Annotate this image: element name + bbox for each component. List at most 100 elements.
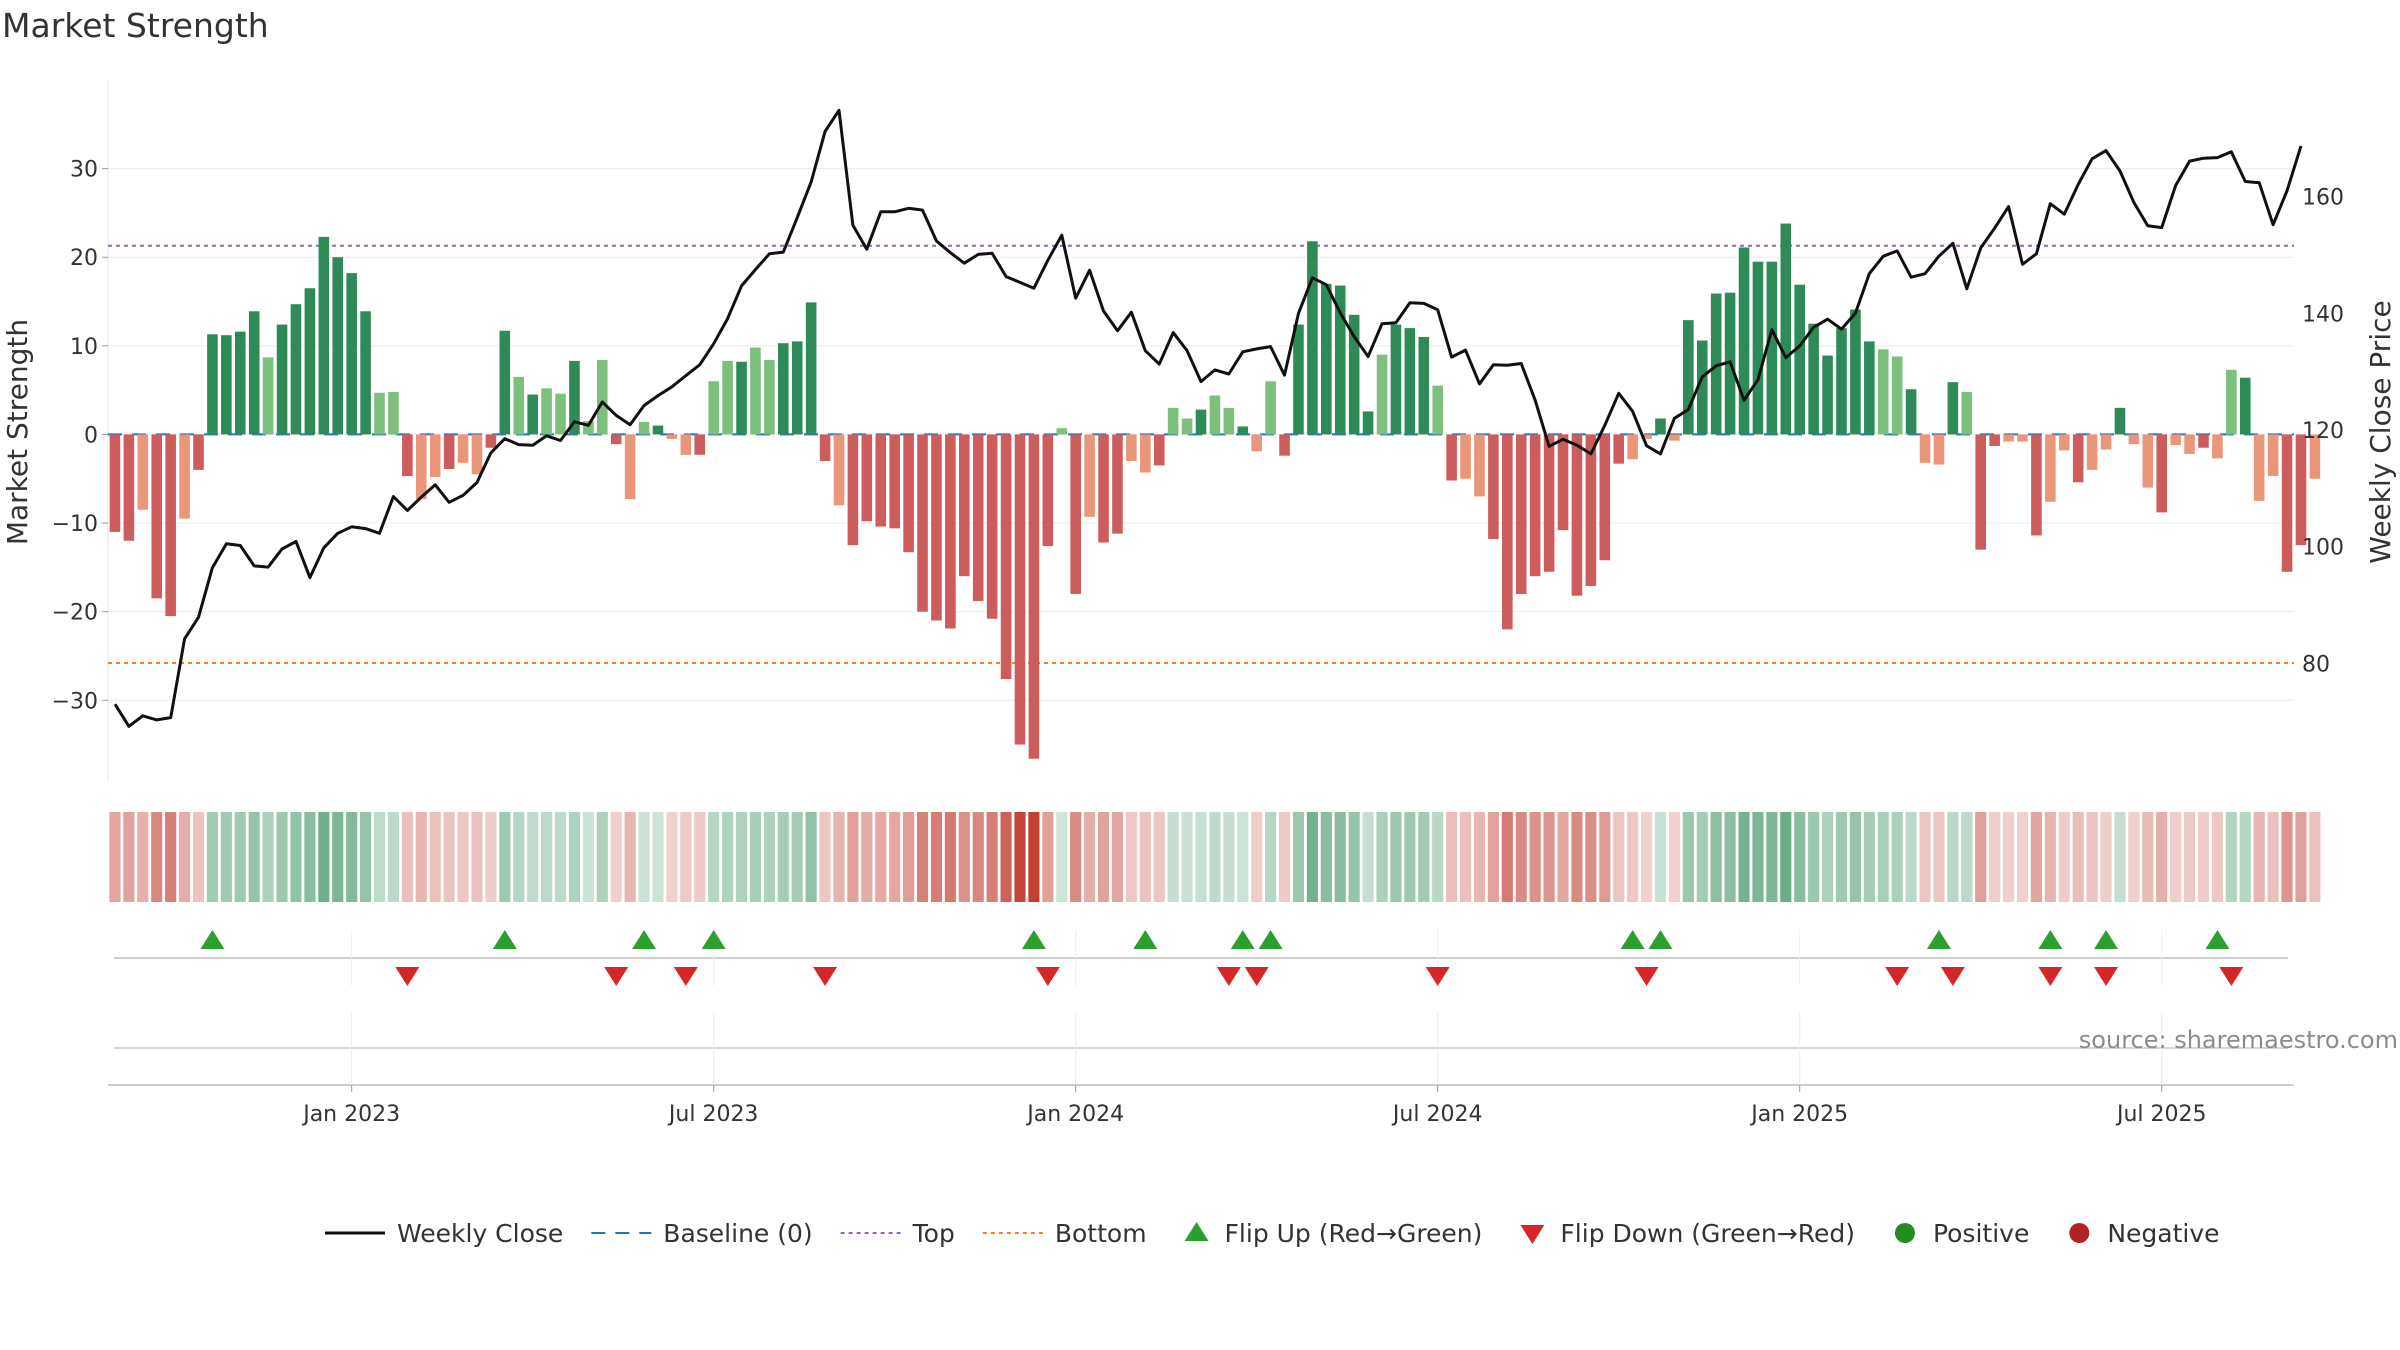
positive-bar	[1223, 407, 1235, 435]
negative-bar	[1070, 434, 1081, 594]
heat-cell-negative	[165, 812, 177, 902]
positive-bar	[1167, 407, 1179, 435]
source-label: source: sharemaestro.com	[2079, 1026, 2398, 1054]
heat-cell-positive	[318, 812, 330, 902]
heat-cell-negative	[1473, 812, 1486, 902]
heat-cell-positive	[1738, 812, 1750, 902]
flip-up-marker	[200, 930, 225, 949]
heat-cell-negative	[1139, 812, 1151, 902]
positive-bar	[1780, 223, 1792, 435]
negative-bar	[2184, 434, 2195, 454]
heat-cell-positive	[1808, 812, 1820, 902]
x-tick-label: Jan 2025	[1749, 1102, 1848, 1127]
positive-bar	[1348, 314, 1360, 435]
flip-up-marker	[1926, 930, 1951, 949]
positive-bar	[1864, 341, 1875, 435]
legend-label: Positive	[1933, 1219, 2029, 1248]
heat-cell-negative	[2281, 812, 2293, 902]
negative-bar	[1446, 434, 1457, 481]
heat-cell-negative	[1515, 812, 1527, 902]
heat-cell-positive	[1390, 812, 1402, 902]
positive-bar	[346, 273, 357, 435]
negative-bar	[471, 434, 483, 475]
y2-tick-label: 80	[2302, 652, 2330, 677]
heat-cell-positive	[582, 812, 594, 902]
negative-bar	[151, 434, 163, 599]
positive-bar	[318, 236, 330, 435]
flip-down-marker	[1885, 967, 1910, 986]
positive-bar	[791, 341, 803, 435]
heat-cell-negative	[1627, 812, 1639, 902]
x-tick-label: Jul 2025	[2115, 1102, 2207, 1127]
heat-cell-negative	[694, 812, 706, 902]
negative-bar	[109, 434, 121, 532]
negative-bar	[1641, 434, 1652, 439]
heat-cell-negative	[2044, 812, 2056, 902]
negative-bar	[2072, 434, 2084, 483]
flip-up-marker	[2094, 930, 2119, 949]
positive-bar	[262, 357, 274, 435]
flip-down-marker	[1634, 967, 1659, 986]
heat-cell-negative	[1251, 812, 1263, 902]
positive-bar	[778, 343, 789, 435]
positive-bar	[2239, 377, 2251, 435]
negative-bar	[165, 434, 176, 617]
negative-bar	[1279, 434, 1290, 456]
y2-tick-label: 100	[2302, 536, 2344, 561]
heat-cell-negative	[1153, 812, 1165, 902]
negative-bar	[861, 434, 873, 522]
negative-bar	[694, 434, 706, 455]
negative-bar	[1153, 434, 1165, 466]
positive-bar	[1056, 428, 1068, 435]
positive-bar	[1362, 411, 1374, 435]
heat-cell-negative	[833, 812, 845, 902]
negative-bar	[945, 434, 956, 629]
y-tick-label: −30	[52, 689, 98, 714]
heat-cell-negative	[1613, 812, 1625, 902]
legend-label: Flip Down (Green→Red)	[1560, 1219, 1855, 1248]
negative-bar	[1460, 434, 1471, 479]
positive-bar	[1905, 389, 1917, 435]
heat-cell-positive	[1432, 812, 1444, 902]
flip-up-marker	[701, 930, 726, 949]
positive-bar	[555, 393, 566, 435]
heat-cell-positive	[791, 812, 803, 902]
heat-cell-positive	[304, 812, 316, 902]
heat-cell-negative	[2295, 812, 2307, 902]
heat-cell-positive	[1167, 812, 1179, 902]
heat-cell-negative	[1278, 812, 1291, 902]
negative-bar	[833, 434, 845, 506]
y-tick-label: 10	[70, 335, 98, 360]
heat-cell-positive	[290, 812, 302, 902]
heat-cell-negative	[192, 812, 205, 902]
heat-cell-negative	[889, 812, 901, 902]
negative-bar	[1098, 434, 1109, 543]
heat-cell-positive	[1794, 812, 1806, 902]
negative-bar	[2017, 434, 2028, 442]
positive-bar	[1738, 247, 1750, 435]
legend-label: Flip Up (Red→Green)	[1225, 1219, 1483, 1248]
heat-cell-negative	[1640, 812, 1653, 902]
y2-axis-title: Weekly Close Price	[2364, 300, 2397, 563]
heat-cell-negative	[457, 812, 469, 902]
heat-cell-negative	[903, 812, 915, 902]
positive-bar	[234, 331, 246, 435]
negative-bar	[2198, 434, 2209, 448]
negative-bar	[1989, 434, 2000, 446]
positive-bar	[388, 391, 399, 435]
legend-label: Baseline (0)	[663, 1219, 812, 1248]
heat-cell-negative	[2086, 812, 2098, 902]
negative-bar	[2295, 434, 2307, 546]
negative-bar	[1975, 434, 1987, 550]
positive-bar	[332, 257, 344, 435]
positive-bar	[499, 330, 511, 435]
legend-label: Bottom	[1055, 1219, 1147, 1248]
negative-bar	[1599, 434, 1611, 561]
heat-cell-positive	[373, 812, 386, 902]
x-tick-label: Jul 2023	[667, 1102, 759, 1127]
flip-down-marker	[1244, 967, 1269, 986]
positive-bar	[736, 361, 747, 435]
heat-cell-positive	[1181, 812, 1193, 902]
positive-bar	[1850, 309, 1861, 435]
heat-cell-negative	[429, 812, 441, 902]
